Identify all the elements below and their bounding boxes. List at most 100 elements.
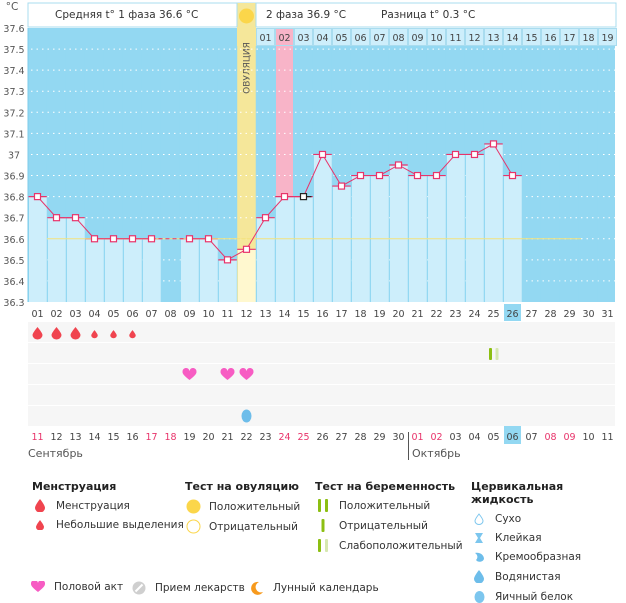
temperature-point	[318, 150, 327, 159]
phase2-day-cell	[427, 28, 446, 46]
phase2-day-label: 19	[601, 33, 613, 44]
phase2-day-cell	[522, 28, 541, 46]
temperature-line-segment	[303, 154, 323, 197]
calendar-date-label: 05	[487, 432, 499, 443]
phase2-day-cell	[541, 28, 560, 46]
legend-item-ovulation-positive: Положительный	[185, 499, 300, 514]
phase2-day-cell	[446, 28, 465, 46]
temperature-point	[451, 150, 460, 159]
month-label-october: Октябрь	[412, 447, 461, 460]
temperature-point	[185, 235, 194, 243]
phase2-day-cell	[484, 28, 503, 46]
today-date-marker	[504, 426, 521, 444]
cycle-day-label: 10	[202, 309, 214, 320]
cycle-day-label: 04	[88, 309, 100, 320]
calendar-date-label: 27	[335, 432, 347, 443]
temperature-point	[147, 235, 156, 243]
cycle-day-label: 17	[335, 309, 347, 320]
cycle-day-label: 30	[582, 309, 594, 320]
temperature-bar	[447, 154, 465, 302]
legend-item-spotting: Небольшие выделения	[32, 519, 184, 531]
legend-title: Менструация	[32, 480, 117, 493]
calendar-date-label: 12	[50, 432, 62, 443]
legend-item-sticky: Клейкая	[471, 532, 626, 544]
phase2-day-label: 08	[392, 33, 404, 44]
phase2-day-label: 09	[411, 33, 423, 44]
spotting-drop-icon	[91, 330, 98, 339]
cycle-day-label: 03	[69, 309, 81, 320]
calendar-date-label: 15	[107, 432, 119, 443]
egg-white-fluid-icon	[241, 409, 252, 423]
double-bar-icon	[315, 499, 331, 512]
temperature-bar	[143, 238, 161, 302]
phase2-day-cell	[313, 28, 332, 46]
calendar-date-label: 19	[183, 432, 195, 443]
symbol-row	[28, 364, 615, 384]
legend-title: Тест на овуляцию	[185, 480, 299, 493]
legend-item-medication: Прием лекарств	[131, 581, 245, 595]
legend-title: Тест на беременность	[315, 480, 456, 493]
calendar-date-label: 16	[126, 432, 138, 443]
temperature-bar	[124, 238, 142, 302]
cycle-day-label: 16	[316, 309, 328, 320]
y-tick-label: 37.1	[3, 129, 24, 140]
calendar-date-label: 25	[297, 432, 309, 443]
y-tick-label: 37	[8, 150, 20, 161]
temperature-bar	[314, 154, 332, 302]
phase2-day-cell	[503, 28, 522, 46]
y-tick-label: 36.7	[3, 214, 24, 225]
cycle-day-label: 18	[354, 309, 366, 320]
temperature-line-segment	[246, 217, 266, 250]
cycle-day-label: 12	[240, 309, 252, 320]
legend-cervical-fluid: Цервикальная жидкость Сухо Клейкая Кремо…	[471, 480, 626, 603]
y-tick-label: 37.6	[3, 24, 24, 35]
symbol-row	[28, 385, 615, 405]
cycle-day-label: 15	[297, 309, 309, 320]
cycle-day-label: 28	[544, 309, 556, 320]
cycle-day-label: 09	[183, 309, 195, 320]
legend-item-pregnancy-positive: Положительный	[315, 499, 463, 512]
calendar-date-label: 13	[69, 432, 81, 443]
phase2-day-label: 05	[335, 33, 347, 44]
temperature-bar	[390, 165, 408, 302]
cycle-day-label: 21	[411, 309, 423, 320]
phase2-day-label: 02	[278, 33, 290, 44]
phase2-day-label: 10	[430, 33, 442, 44]
legend-item-ovulation-negative: Отрицательный	[185, 519, 300, 534]
cycle-day-label: 06	[126, 309, 138, 320]
blood-drop-icon	[32, 499, 48, 512]
phase2-day-label: 18	[582, 33, 594, 44]
calendar-date-label: 10	[582, 432, 594, 443]
creamy-drop-icon	[471, 551, 487, 563]
phase2-day-label: 07	[373, 33, 385, 44]
temperature-point	[90, 235, 99, 243]
single-bar-icon	[315, 519, 331, 532]
phase2-day-label: 06	[354, 33, 366, 44]
temperature-bar	[466, 154, 484, 302]
temperature-bar	[333, 186, 351, 302]
symbol-row	[28, 406, 615, 426]
temperature-bar	[86, 238, 104, 302]
temperature-point	[280, 193, 289, 201]
cycle-day-label: 22	[430, 309, 442, 320]
phase2-day-cell	[579, 28, 598, 46]
phase2-day-cell	[332, 28, 351, 46]
calendar-date-label: 02	[430, 432, 442, 443]
calendar-date-label: 01	[411, 432, 423, 443]
ovulation-band	[237, 3, 256, 302]
pregnancy-test-bar	[489, 348, 492, 360]
pregnancy-test-faint-bar	[495, 348, 499, 360]
y-tick-label: 37.4	[3, 66, 24, 77]
y-tick-label: 36.4	[3, 277, 24, 288]
calendar-date-label: 04	[468, 432, 480, 443]
legend-item-dry: Сухо	[471, 513, 626, 525]
temperature-point	[489, 140, 498, 148]
phase2-day-label: 13	[487, 33, 499, 44]
cycle-day-label: 26	[506, 309, 518, 320]
phase2-day-cell	[389, 28, 408, 46]
temperature-point	[432, 171, 441, 180]
month-divider	[408, 432, 409, 460]
y-tick-label: 36.9	[3, 172, 24, 183]
small-blood-drop-icon	[32, 520, 48, 530]
heart-icon	[30, 581, 46, 593]
